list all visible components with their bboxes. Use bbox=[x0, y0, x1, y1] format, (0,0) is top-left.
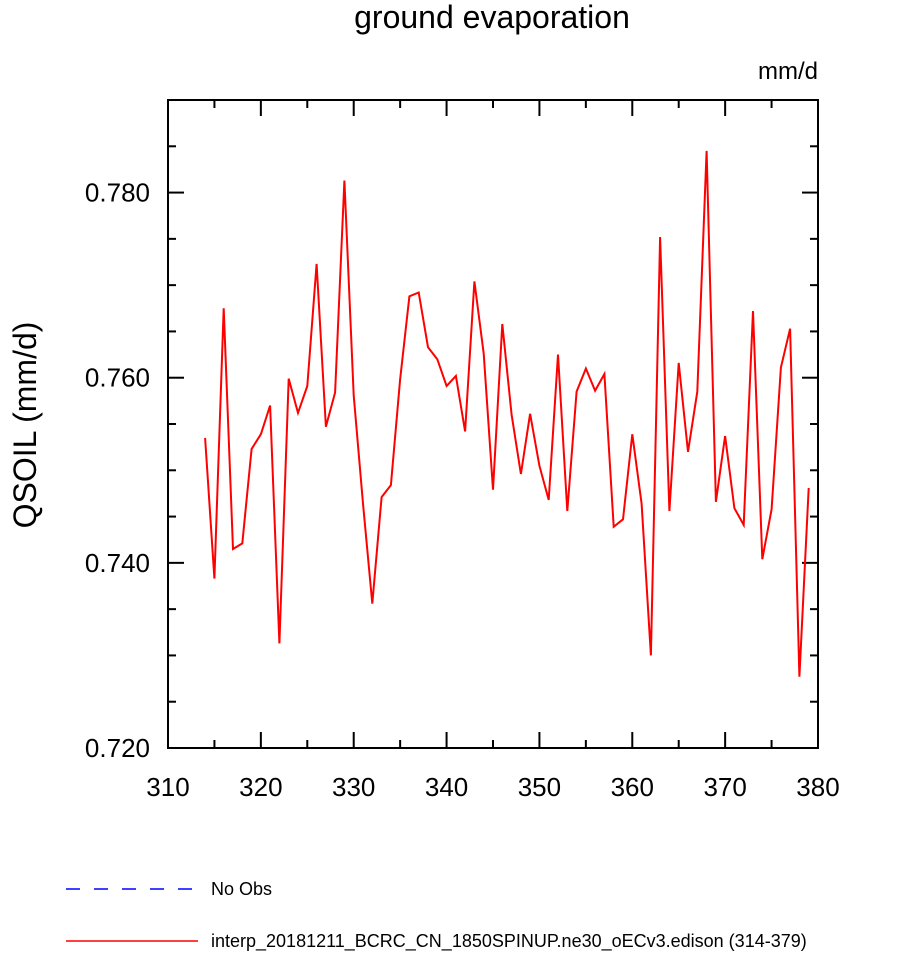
units-label: mm/d bbox=[758, 58, 818, 85]
x-tick-label: 330 bbox=[332, 772, 375, 802]
y-tick-label: 0.740 bbox=[85, 548, 150, 578]
x-tick-label: 360 bbox=[611, 772, 654, 802]
x-tick-label: 380 bbox=[796, 772, 839, 802]
legend: No Obs interp_20181211_BCRC_CN_1850SPINU… bbox=[66, 879, 807, 952]
plot-frame bbox=[167, 99, 819, 749]
y-tick-label: 0.780 bbox=[85, 178, 150, 208]
y-tick-label: 0.760 bbox=[85, 363, 150, 393]
x-tick-label: 320 bbox=[239, 772, 282, 802]
legend-label-model: interp_20181211_BCRC_CN_1850SPINUP.ne30_… bbox=[211, 931, 807, 952]
axis-ticks bbox=[167, 100, 819, 749]
series-layer bbox=[204, 150, 810, 677]
legend-label-no-obs: No Obs bbox=[211, 879, 272, 899]
chart-title: ground evaporation bbox=[354, 0, 630, 35]
y-axis-label: QSOIL (mm/d) bbox=[7, 322, 43, 529]
x-tick-label: 310 bbox=[146, 772, 189, 802]
x-tick-label: 340 bbox=[425, 772, 468, 802]
series-line bbox=[204, 150, 810, 677]
x-tick-label: 350 bbox=[518, 772, 561, 802]
x-tick-label: 370 bbox=[703, 772, 746, 802]
axis-tick-labels: 310 320 330 340 350 360 370 380 0.720 0.740 0.760 0… bbox=[85, 178, 840, 802]
y-tick-label: 0.720 bbox=[85, 733, 150, 763]
